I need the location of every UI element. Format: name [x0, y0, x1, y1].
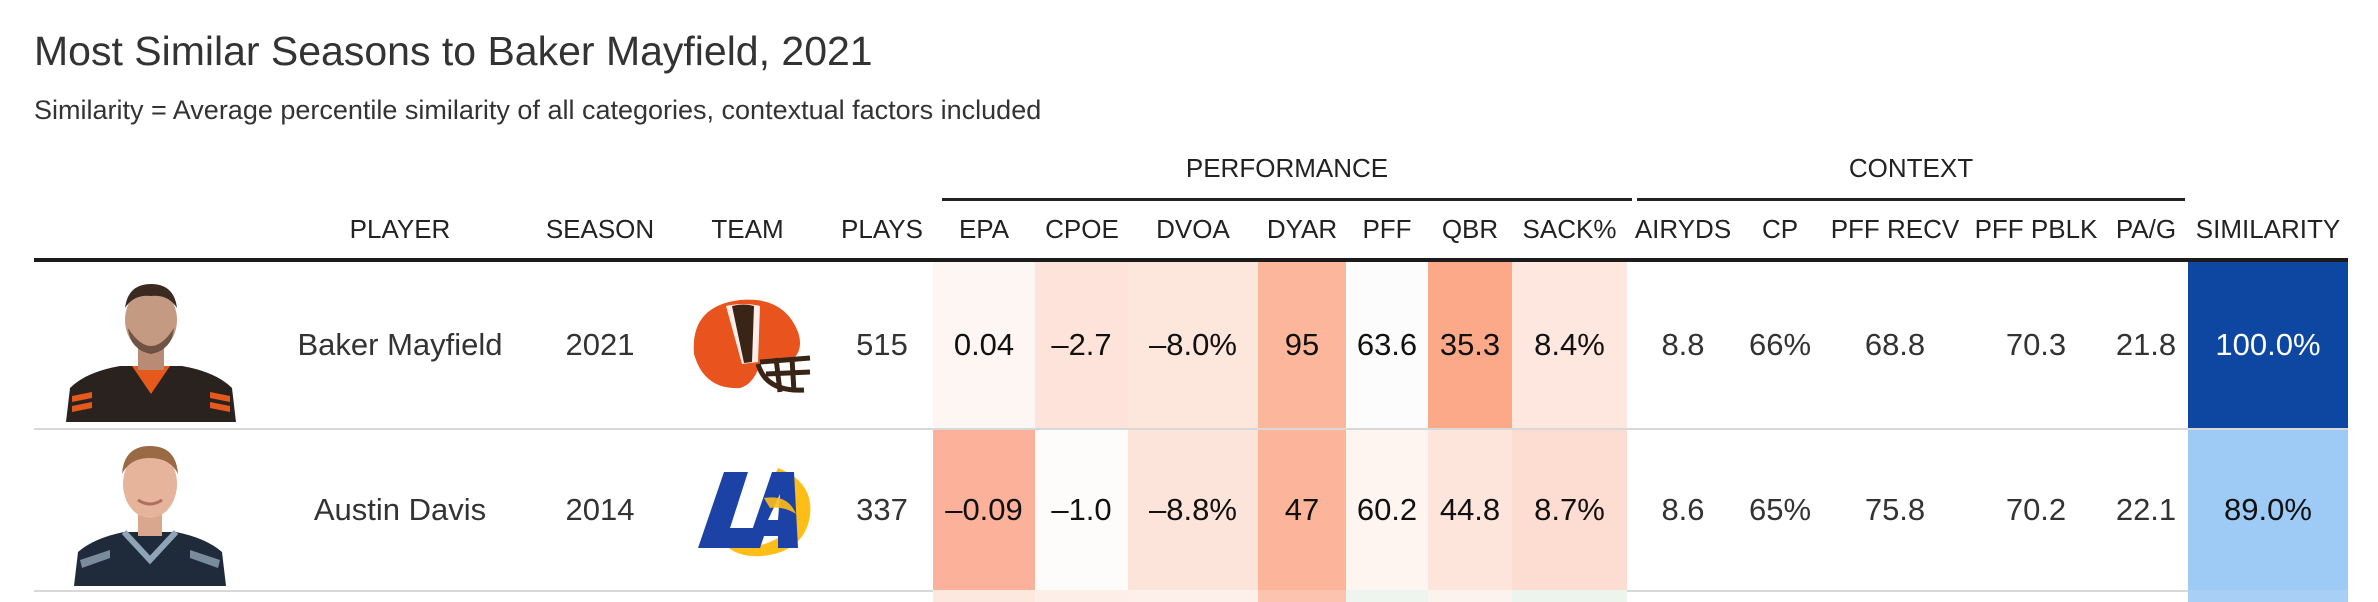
dvoa-value: –8.0%	[1128, 262, 1258, 428]
sack-value: 8.4%	[1512, 262, 1627, 428]
cpoe-value: –2.7	[1035, 262, 1128, 428]
airyds-value: 8.6	[1661, 492, 1705, 527]
cpoe-value: –1.0	[1035, 430, 1128, 590]
group-line-performance	[942, 198, 1632, 201]
pag-value: 21.8	[2115, 327, 2177, 362]
row-divider	[34, 428, 2348, 430]
column-header-airyds[interactable]: AIRYDS	[1634, 214, 1732, 244]
dyar-value: 47	[1258, 430, 1346, 590]
column-header-pff-recv[interactable]: PFF RECV	[1830, 214, 1960, 244]
cp-value: 65%	[1748, 492, 1812, 527]
epa-value: 0.04	[933, 262, 1035, 428]
column-header-epa[interactable]: EPA	[958, 214, 1010, 244]
player-photo-headshot	[74, 446, 226, 586]
season-value: 2021	[565, 327, 635, 362]
browns-helmet-icon	[693, 299, 811, 393]
next-row-peek	[1258, 590, 1346, 602]
column-header-similarity[interactable]: SIMILARITY	[2195, 214, 2341, 244]
column-header-dvoa[interactable]: DVOA	[1156, 214, 1230, 244]
column-header-plays[interactable]: PLAYS	[841, 214, 923, 244]
sack-value: 8.7%	[1512, 430, 1627, 590]
plays-value: 515	[856, 327, 908, 362]
similarity-value: 100.0%	[2188, 262, 2348, 428]
qbr-value: 35.3	[1428, 262, 1512, 428]
next-row-peek	[2188, 590, 2348, 602]
column-header-team[interactable]: TEAM	[711, 214, 784, 244]
pff-recv-value: 75.8	[1864, 492, 1926, 527]
similarity-value: 89.0%	[2188, 430, 2348, 590]
group-label-performance: PERFORMANCE	[1185, 153, 1389, 183]
cp-value: 66%	[1748, 327, 1812, 362]
next-row-peek	[1035, 590, 1128, 602]
column-header-dyar[interactable]: DYAR	[1266, 214, 1338, 244]
column-header-pff[interactable]: PFF	[1362, 214, 1412, 244]
header-rule	[34, 258, 2348, 262]
page-subtitle: Similarity = Average percentile similari…	[34, 95, 1042, 125]
pff-pblk-value: 70.3	[2005, 327, 2067, 362]
season-value: 2014	[565, 492, 635, 527]
epa-value: –0.09	[933, 430, 1035, 590]
dyar-value: 95	[1258, 262, 1346, 428]
pff-value: 60.2	[1346, 430, 1428, 590]
column-header-season[interactable]: SEASON	[545, 214, 655, 244]
pff-recv-value: 68.8	[1864, 327, 1926, 362]
player-photo-headshot	[66, 284, 236, 422]
rams-la-logo-icon	[698, 468, 811, 557]
player-name: Austin Davis	[313, 492, 487, 527]
column-header-pag[interactable]: PA/G	[2115, 214, 2177, 244]
page-title: Most Similar Seasons to Baker Mayfield, …	[34, 28, 873, 74]
next-row-peek	[933, 590, 1035, 602]
next-row-peek	[1346, 590, 1428, 602]
group-label-context: CONTEXT	[1848, 153, 1974, 183]
column-header-sack[interactable]: SACK%	[1522, 214, 1617, 244]
next-row-peek	[1428, 590, 1512, 602]
plays-value: 337	[856, 492, 908, 527]
column-header-cp[interactable]: CP	[1761, 214, 1799, 244]
column-header-qbr[interactable]: QBR	[1441, 214, 1499, 244]
dvoa-value: –8.8%	[1128, 430, 1258, 590]
airyds-value: 8.8	[1661, 327, 1705, 362]
column-header-pff-pblk[interactable]: PFF PBLK	[1974, 214, 2098, 244]
next-row-peek	[1128, 590, 1258, 602]
pag-value: 22.1	[2115, 492, 2177, 527]
qbr-value: 44.8	[1428, 430, 1512, 590]
pff-pblk-value: 70.2	[2005, 492, 2067, 527]
column-header-cpoe[interactable]: CPOE	[1045, 214, 1119, 244]
column-header-player[interactable]: PLAYER	[349, 214, 451, 244]
player-name: Baker Mayfield	[297, 327, 503, 362]
group-line-context	[1637, 198, 2185, 201]
pff-value: 63.6	[1346, 262, 1428, 428]
next-row-peek	[1512, 590, 1627, 602]
